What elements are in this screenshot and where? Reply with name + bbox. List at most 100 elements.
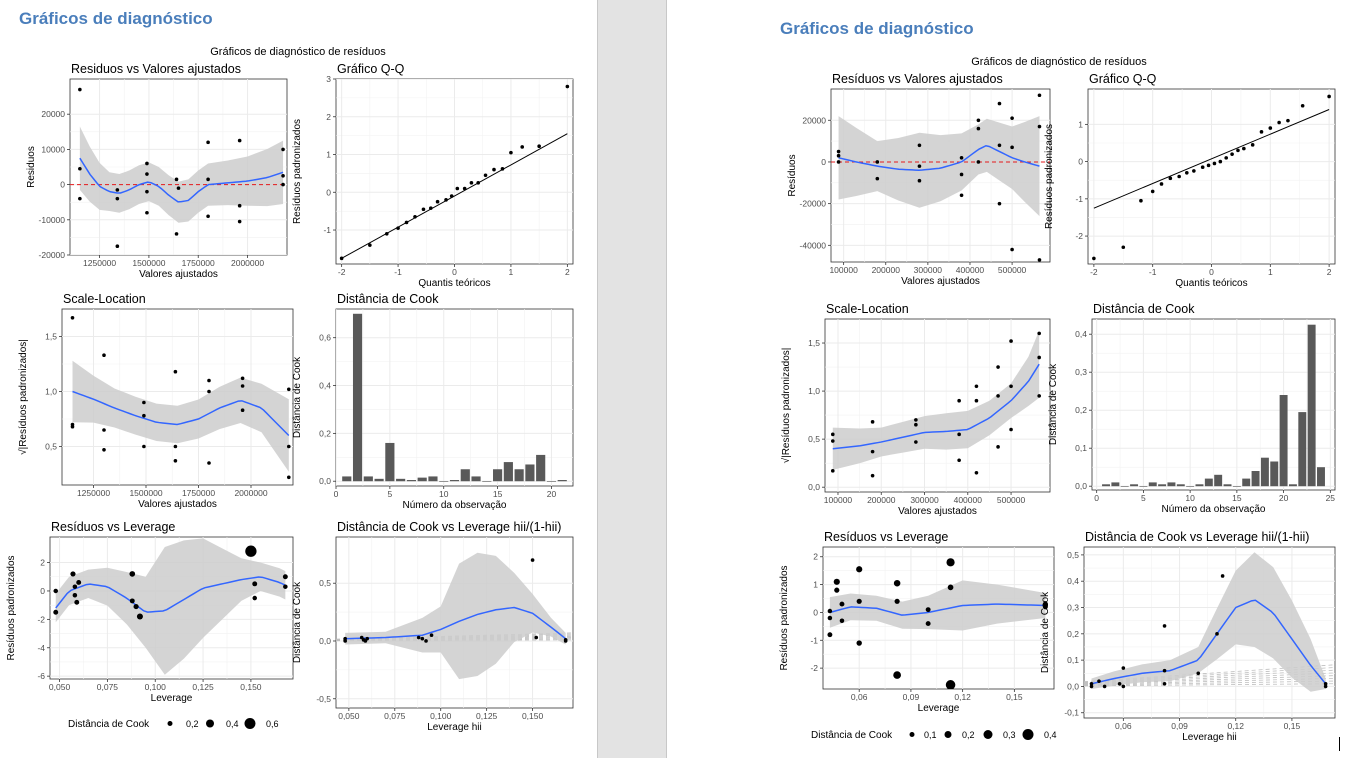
x-tick-label: 0,075	[97, 682, 119, 692]
chart-8: -2 -1 0 1 2 -2 -1 0 1 Gráfico Q-Q Quantis teóricos…	[1044, 72, 1336, 289]
data-point	[914, 418, 918, 422]
x-axis-label: Leverage	[151, 693, 193, 704]
y-tick-label: 0,4	[1067, 576, 1079, 586]
data-point	[206, 177, 210, 182]
data-point	[173, 444, 178, 449]
plot-inner	[336, 79, 573, 264]
y-tick-label: -4	[37, 643, 45, 653]
data-point	[957, 398, 961, 403]
data-point	[1102, 684, 1107, 689]
data-point	[1097, 679, 1101, 683]
y-tick-label: 0,2	[319, 428, 331, 438]
x-tick-label: 0,150	[522, 711, 544, 721]
data-point	[53, 609, 59, 615]
bar	[1270, 461, 1279, 487]
y-tick-label: -0,1	[1064, 708, 1079, 718]
bar	[1223, 484, 1232, 487]
y-axis-label: Resíduos padronizados	[779, 565, 790, 670]
x-tick-label: 15	[1232, 493, 1242, 503]
x-tick-label: 500000	[998, 265, 1027, 275]
confidence-band	[1091, 552, 1326, 692]
x-axis-label: Valores ajustados	[898, 506, 977, 517]
data-point	[1009, 384, 1013, 389]
chart-11: 0,06 0,09 0,12 0,15 -2 -1 0 1 2 Resíduos vs Lever…	[779, 530, 1055, 714]
x-tick-label: 0,125	[476, 711, 498, 721]
x-tick-label: 2000000	[234, 488, 267, 498]
data-point	[283, 584, 288, 589]
legend-label: 0,4	[226, 719, 239, 729]
x-tick-label: 0	[1094, 493, 1099, 503]
x-tick-label: 10	[439, 489, 449, 499]
chart-10: 0 5 10 15 20 25 0,0 0,1 0,2 0,3 0,4 Distância de Co…	[1048, 302, 1336, 515]
smooth-line	[832, 363, 1040, 450]
y-tick-label: -20000	[39, 250, 66, 260]
data-point	[856, 566, 863, 573]
data-point	[1215, 632, 1219, 636]
y-tick-label: 0,2	[1067, 629, 1079, 639]
bar	[449, 480, 460, 482]
x-tick-label: 5	[1141, 493, 1146, 503]
figure-suptitle: Gráficos de diagnóstico de resíduos	[971, 56, 1147, 68]
y-tick-label: 1	[326, 150, 331, 160]
smooth-line	[55, 576, 286, 613]
y-tick-label: 0	[60, 180, 65, 190]
data-point	[997, 201, 1002, 206]
data-point	[563, 639, 568, 643]
data-point	[856, 640, 862, 646]
bar	[428, 476, 438, 482]
data-point	[1162, 668, 1167, 673]
confidence-band	[838, 116, 1040, 217]
plot-inner	[1088, 89, 1335, 264]
data-point	[207, 389, 211, 394]
data-point	[996, 365, 1000, 369]
data-point	[492, 167, 496, 172]
window-divider[interactable]	[597, 0, 667, 758]
data-point	[839, 618, 845, 624]
data-point	[421, 207, 426, 212]
legend-title: Distância de Cook	[811, 730, 893, 741]
data-point	[1037, 258, 1042, 262]
data-point	[136, 613, 143, 620]
legend-key	[206, 719, 214, 728]
data-point	[974, 398, 979, 403]
data-point	[875, 160, 880, 164]
data-point	[206, 214, 210, 219]
y-tick-label: 0	[813, 607, 818, 617]
data-point	[78, 166, 82, 171]
data-point	[413, 215, 417, 219]
bar	[1186, 486, 1195, 487]
bar	[1204, 478, 1213, 487]
y-axis-label: Distância de Cook	[292, 581, 303, 663]
plot-inner	[62, 309, 293, 485]
chart-title: Distância de Cook vs Leverage hii/(1-hii…	[1085, 530, 1309, 544]
bar	[342, 476, 352, 482]
data-point	[959, 155, 964, 160]
smooth-line	[829, 603, 1046, 616]
data-point	[115, 188, 120, 192]
y-tick-label: -40000	[800, 240, 827, 250]
data-point	[469, 181, 474, 185]
confidence-band	[345, 552, 566, 680]
data-point	[836, 160, 841, 164]
x-tick-label: 0,100	[145, 682, 167, 692]
bar	[1307, 324, 1316, 487]
y-tick-label: -1	[323, 225, 331, 235]
y-tick-label: 0,1	[1067, 655, 1079, 665]
data-point	[1242, 146, 1246, 151]
bar	[1102, 484, 1110, 487]
data-point	[129, 571, 136, 577]
data-point	[976, 118, 981, 123]
data-point	[534, 635, 539, 640]
data-point	[925, 621, 931, 627]
x-tick-label: 0,15	[1284, 721, 1301, 731]
chart-7: 100000 200000 300000 400000 500000-40000-200…	[787, 72, 1051, 287]
data-point	[1196, 671, 1201, 676]
data-point	[925, 607, 931, 613]
y-tick-label: 1,0	[808, 386, 820, 396]
data-point	[416, 635, 421, 640]
data-point	[1121, 684, 1126, 689]
y-axis-label: Distância de Cook	[1040, 591, 1051, 673]
y-axis-label: √|Resíduos padronizados|	[780, 348, 792, 464]
guide-line	[336, 633, 573, 640]
chart-3: 1250000 1500000 1750000 2000000 0,5 1,0 1,5 Sca…	[17, 292, 294, 510]
